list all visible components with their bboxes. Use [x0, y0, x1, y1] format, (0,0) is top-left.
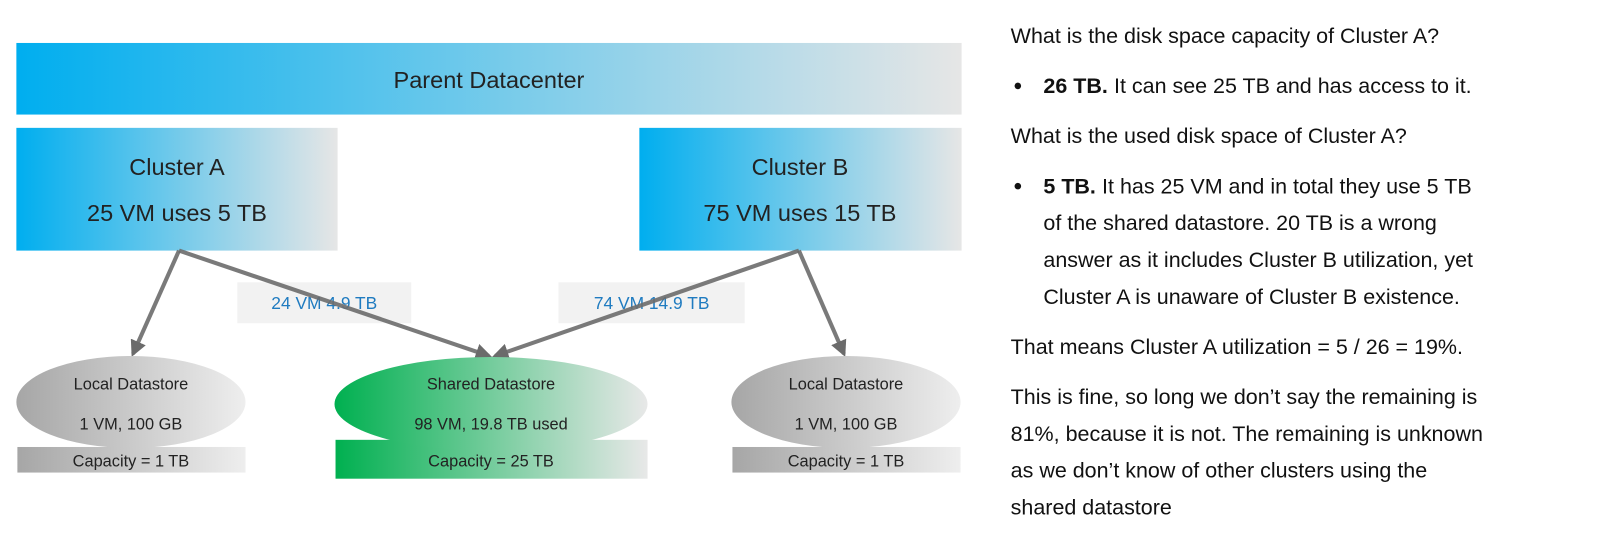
note-line: 26 TB. It can see 25 TB and has access to…	[1043, 74, 1471, 98]
note-line: What is the used disk space of Cluster A…	[1011, 124, 1407, 148]
datastore	[731, 355, 961, 449]
arrows	[130, 248, 847, 360]
arrow	[797, 249, 847, 357]
parent-banner	[16, 42, 962, 115]
cluster-box	[639, 127, 962, 251]
datastore-name: Local Datastore	[789, 376, 904, 394]
note-text: It can see 25 TB and has access to it.	[1114, 74, 1472, 98]
cluster-usage: 25 VM uses 5 TB	[87, 200, 267, 226]
datastore-name: Local Datastore	[74, 376, 189, 394]
note-line: answer as it includes Cluster B utilizat…	[1043, 248, 1473, 272]
arrow	[492, 248, 800, 360]
edge-label-box	[237, 282, 412, 324]
cluster-usage: 75 VM uses 15 TB	[703, 200, 896, 226]
arrow	[130, 249, 181, 357]
note-line: 5 TB. It has 25 VM and in total they use …	[1043, 174, 1471, 198]
cluster-name: Cluster A	[129, 154, 225, 180]
datastore-usage: 98 VM, 19.8 TB used	[414, 416, 567, 434]
note-bold: 26 TB.	[1043, 74, 1107, 98]
note-line: 81%, because it is not. The remaining is…	[1011, 422, 1483, 446]
note-bold: 5 TB.	[1043, 174, 1096, 198]
cluster-box	[16, 127, 338, 251]
datastore	[16, 355, 246, 449]
datastore-usage: 1 VM, 100 GB	[80, 416, 183, 434]
arrow	[178, 248, 493, 360]
cluster-name: Cluster B	[752, 154, 849, 180]
note-line: shared datastore	[1011, 495, 1172, 519]
datastore-usage: 1 VM, 100 GB	[795, 416, 898, 434]
capacity-bar	[17, 446, 246, 473]
bullet-dot	[1014, 182, 1022, 190]
parent-title: Parent Datacenter	[394, 67, 585, 93]
note-line: What is the disk space capacity of Clust…	[1011, 24, 1439, 48]
note-line: of the shared datastore. 20 TB is a wron…	[1043, 211, 1436, 235]
note-line: This is fine, so long we don’t say the r…	[1011, 385, 1478, 409]
notes-panel: What is the disk space capacity of Clust…	[1011, 24, 1483, 520]
bullet-dot	[1014, 82, 1022, 90]
note-line: as we don’t know of other clusters using…	[1011, 459, 1428, 483]
datastore	[334, 356, 648, 452]
datastore-capacity: Capacity = 1 TB	[73, 452, 190, 470]
edge-label: 24 VM 4.9 TB	[271, 293, 377, 313]
datastore-capacity: Capacity = 25 TB	[428, 452, 554, 470]
datastore-capacity: Capacity = 1 TB	[788, 452, 905, 470]
note-line: That means Cluster A utilization = 5 / 2…	[1011, 335, 1463, 359]
note-text: It has 25 VM and in total they use 5 TB	[1102, 174, 1472, 198]
datastore-name: Shared Datastore	[427, 376, 555, 394]
note-line: Cluster A is unaware of Cluster B existe…	[1043, 285, 1459, 309]
capacity-bar	[732, 446, 961, 473]
